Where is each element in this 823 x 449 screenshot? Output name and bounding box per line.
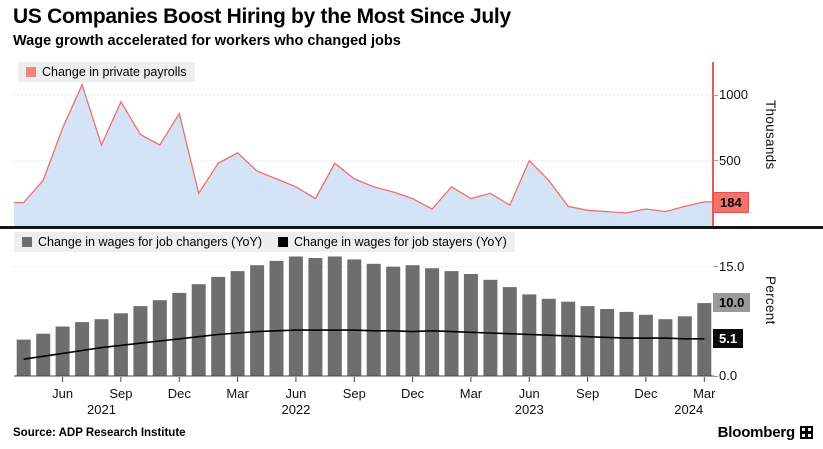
percent-axis-label: Percent	[763, 276, 778, 325]
changers-bar	[75, 322, 90, 376]
changers-bar	[152, 300, 167, 376]
payrolls-area	[14, 84, 714, 226]
wages-legend-stayers: Change in wages for job stayers (YoY)	[277, 235, 507, 249]
x-year-label: 2022	[281, 402, 311, 417]
changers-bar	[483, 279, 498, 376]
axis-tick-mark	[713, 160, 718, 162]
wages-legend-changers: Change in wages for job changers (YoY)	[22, 235, 262, 249]
changers-bar	[288, 256, 303, 376]
x-tick-label: Mar	[226, 386, 249, 401]
y-tick-label: 0.0	[719, 368, 738, 383]
x-tick-label: Sep	[576, 386, 600, 401]
bloomberg-logo: Bloomberg	[718, 424, 813, 441]
bloomberg-wordmark: Bloomberg	[717, 424, 796, 441]
bloomberg-terminal-icon	[800, 426, 813, 439]
payrolls-area-chart	[14, 82, 714, 226]
y-tick-label: 1000	[719, 87, 748, 103]
x-axis-month-labels: Jun Sep Dec Mar Jun Sep Dec Mar Jun Sep Dec Mar	[0, 386, 823, 402]
stayers-legend-swatch	[277, 237, 288, 247]
changers-bar	[463, 274, 478, 376]
x-tick-label: Sep	[342, 386, 366, 401]
payrolls-legend-label: Change in private payrolls	[42, 65, 187, 79]
footer: Source: ADP Research Institute Bloomberg	[13, 424, 813, 441]
changers-bar	[327, 256, 342, 376]
payrolls-legend-swatch	[26, 67, 36, 77]
changers-bar	[269, 260, 284, 376]
thousands-axis-label: Thousands	[763, 100, 778, 170]
changers-bar	[347, 259, 362, 376]
x-axis-year-labels: 2021 2022 2023 2024	[0, 402, 823, 418]
x-tick-label: Sep	[109, 386, 133, 401]
payrolls-right-axis-line	[712, 62, 714, 226]
changers-legend-swatch	[22, 237, 32, 247]
payrolls-panel	[14, 60, 714, 231]
x-year-label: 2021	[87, 402, 116, 417]
x-tick-label: Jun	[52, 386, 74, 401]
x-tick-label: Mar	[693, 386, 716, 401]
changers-bar	[619, 311, 634, 376]
changers-bar	[638, 314, 653, 376]
x-tick-label: Jun	[518, 386, 540, 401]
changers-bar	[444, 271, 459, 376]
changers-bar	[541, 298, 556, 376]
x-tick-label: Mar	[459, 386, 483, 401]
wages-legend: Change in wages for job changers (YoY) C…	[14, 232, 515, 252]
x-tick-label: Dec	[634, 386, 658, 401]
changers-legend-label: Change in wages for job changers (YoY)	[38, 235, 262, 249]
changers-bar	[561, 301, 576, 376]
chart-title: US Companies Boost Hiring by the Most Si…	[13, 5, 511, 28]
changers-bar	[366, 263, 381, 376]
axis-tick-mark	[713, 94, 718, 96]
x-tick-label: Dec	[167, 386, 191, 401]
payrolls-legend: Change in private payrolls	[18, 62, 195, 82]
changers-bar	[16, 339, 31, 376]
changers-bar	[658, 319, 673, 376]
payrolls-current-value-badge: 184	[713, 191, 749, 213]
x-tick-label: Dec	[401, 386, 425, 401]
changers-bar	[230, 271, 245, 376]
y-tick-label: 15.0	[719, 258, 745, 274]
changers-bar	[36, 333, 51, 376]
changers-bar	[211, 276, 226, 376]
x-year-label: 2024	[674, 402, 704, 417]
stayers-current-value-badge: 5.1	[713, 328, 744, 348]
changers-bar	[172, 292, 187, 376]
axis-tick-mark	[713, 375, 718, 377]
changers-bar	[191, 284, 206, 376]
stayers-line	[23, 329, 705, 360]
changers-current-value-badge: 10.0	[713, 293, 751, 313]
changers-bar	[250, 265, 265, 376]
wages-panel	[14, 231, 714, 388]
x-tick-label: Jun	[285, 386, 307, 401]
changers-bar	[580, 306, 595, 376]
changers-bar	[502, 287, 517, 376]
y-tick-label: 500	[719, 152, 741, 168]
x-year-label: 2023	[514, 402, 544, 417]
payrolls-line	[14, 82, 714, 214]
changers-bar	[677, 316, 692, 376]
wages-bar-chart	[14, 256, 714, 382]
changers-bar	[425, 268, 440, 376]
stayers-legend-label: Change in wages for job stayers (YoY)	[293, 235, 507, 249]
source-note: Source: ADP Research Institute	[13, 426, 186, 439]
changers-bar	[308, 258, 323, 376]
chart-subtitle: Wage growth accelerated for workers who …	[13, 33, 401, 49]
axis-tick-mark	[713, 266, 718, 268]
changers-bar	[386, 266, 401, 376]
changers-bar	[600, 309, 615, 376]
panel-divider	[0, 226, 823, 229]
changers-bar	[55, 326, 70, 376]
changers-bar	[405, 265, 420, 376]
changers-bar	[133, 306, 148, 376]
